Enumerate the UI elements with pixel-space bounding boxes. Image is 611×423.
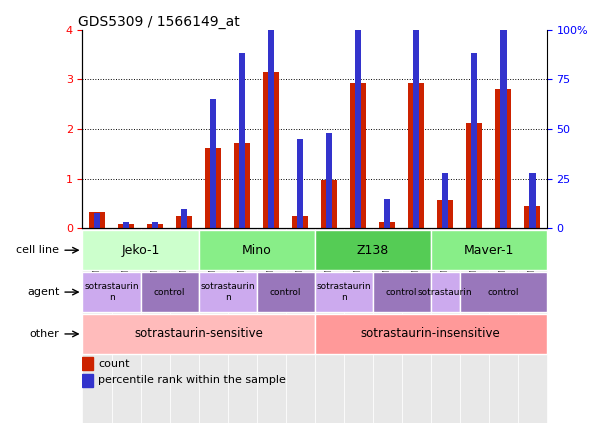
Bar: [152, 222, 158, 228]
Bar: [500, 30, 507, 228]
Bar: [315, 230, 431, 270]
Bar: [315, 314, 547, 354]
Bar: [466, 123, 482, 228]
Bar: [437, 200, 453, 228]
Bar: [170, 228, 199, 423]
Bar: [141, 272, 199, 312]
Bar: [384, 199, 390, 228]
Text: sotrastaurin-insensitive: sotrastaurin-insensitive: [361, 327, 500, 341]
Text: count: count: [98, 359, 130, 368]
Text: control: control: [386, 288, 417, 297]
Text: sotrastaurin-sensitive: sotrastaurin-sensitive: [134, 327, 263, 341]
Bar: [373, 228, 402, 423]
Bar: [123, 222, 129, 228]
Bar: [257, 228, 285, 423]
Bar: [460, 272, 547, 312]
Bar: [442, 173, 448, 228]
Bar: [529, 173, 535, 228]
Bar: [524, 206, 540, 228]
Bar: [471, 53, 477, 228]
Text: other: other: [29, 329, 59, 339]
Bar: [257, 272, 315, 312]
Text: percentile rank within the sample: percentile rank within the sample: [98, 376, 287, 385]
Text: sotrastaurin
n: sotrastaurin n: [84, 283, 139, 302]
Text: sotrastaurin: sotrastaurin: [418, 288, 472, 297]
Bar: [89, 212, 105, 228]
Bar: [263, 72, 279, 228]
Bar: [326, 133, 332, 228]
Text: Z138: Z138: [357, 244, 389, 257]
Text: sotrastaurin
n: sotrastaurin n: [200, 283, 255, 302]
Bar: [413, 30, 419, 228]
Bar: [82, 272, 141, 312]
Bar: [297, 139, 303, 228]
Bar: [181, 209, 187, 228]
Text: Mino: Mino: [242, 244, 271, 257]
Bar: [82, 374, 93, 387]
Bar: [431, 228, 459, 423]
Bar: [82, 357, 93, 370]
Bar: [431, 230, 547, 270]
Bar: [373, 272, 431, 312]
Bar: [292, 216, 308, 228]
Bar: [321, 180, 337, 228]
Bar: [199, 230, 315, 270]
Text: control: control: [488, 288, 519, 297]
Bar: [286, 228, 315, 423]
Bar: [408, 83, 424, 228]
Bar: [94, 212, 100, 228]
Text: control: control: [154, 288, 185, 297]
Text: sotrastaurin
n: sotrastaurin n: [316, 283, 371, 302]
Bar: [234, 143, 250, 228]
Bar: [210, 99, 216, 228]
Text: agent: agent: [27, 287, 59, 297]
Text: Jeko-1: Jeko-1: [122, 244, 159, 257]
Bar: [431, 272, 459, 312]
Bar: [199, 272, 257, 312]
Bar: [496, 89, 511, 228]
Bar: [518, 228, 547, 423]
Bar: [379, 222, 395, 228]
Bar: [118, 224, 134, 228]
Bar: [82, 230, 199, 270]
Text: GDS5309 / 1566149_at: GDS5309 / 1566149_at: [78, 14, 240, 29]
Bar: [112, 228, 141, 423]
Bar: [268, 4, 274, 228]
Bar: [199, 228, 227, 423]
Bar: [315, 272, 373, 312]
Bar: [355, 30, 361, 228]
Bar: [82, 314, 315, 354]
Text: Maver-1: Maver-1: [464, 244, 514, 257]
Text: control: control: [270, 288, 301, 297]
Bar: [239, 53, 245, 228]
Bar: [227, 228, 257, 423]
Bar: [350, 83, 366, 228]
Bar: [205, 148, 221, 228]
Bar: [315, 228, 343, 423]
Bar: [176, 216, 192, 228]
Bar: [489, 228, 518, 423]
Bar: [343, 228, 373, 423]
Bar: [402, 228, 431, 423]
Bar: [82, 228, 111, 423]
Bar: [147, 224, 163, 228]
Bar: [141, 228, 170, 423]
Text: cell line: cell line: [16, 245, 59, 255]
Bar: [460, 228, 489, 423]
